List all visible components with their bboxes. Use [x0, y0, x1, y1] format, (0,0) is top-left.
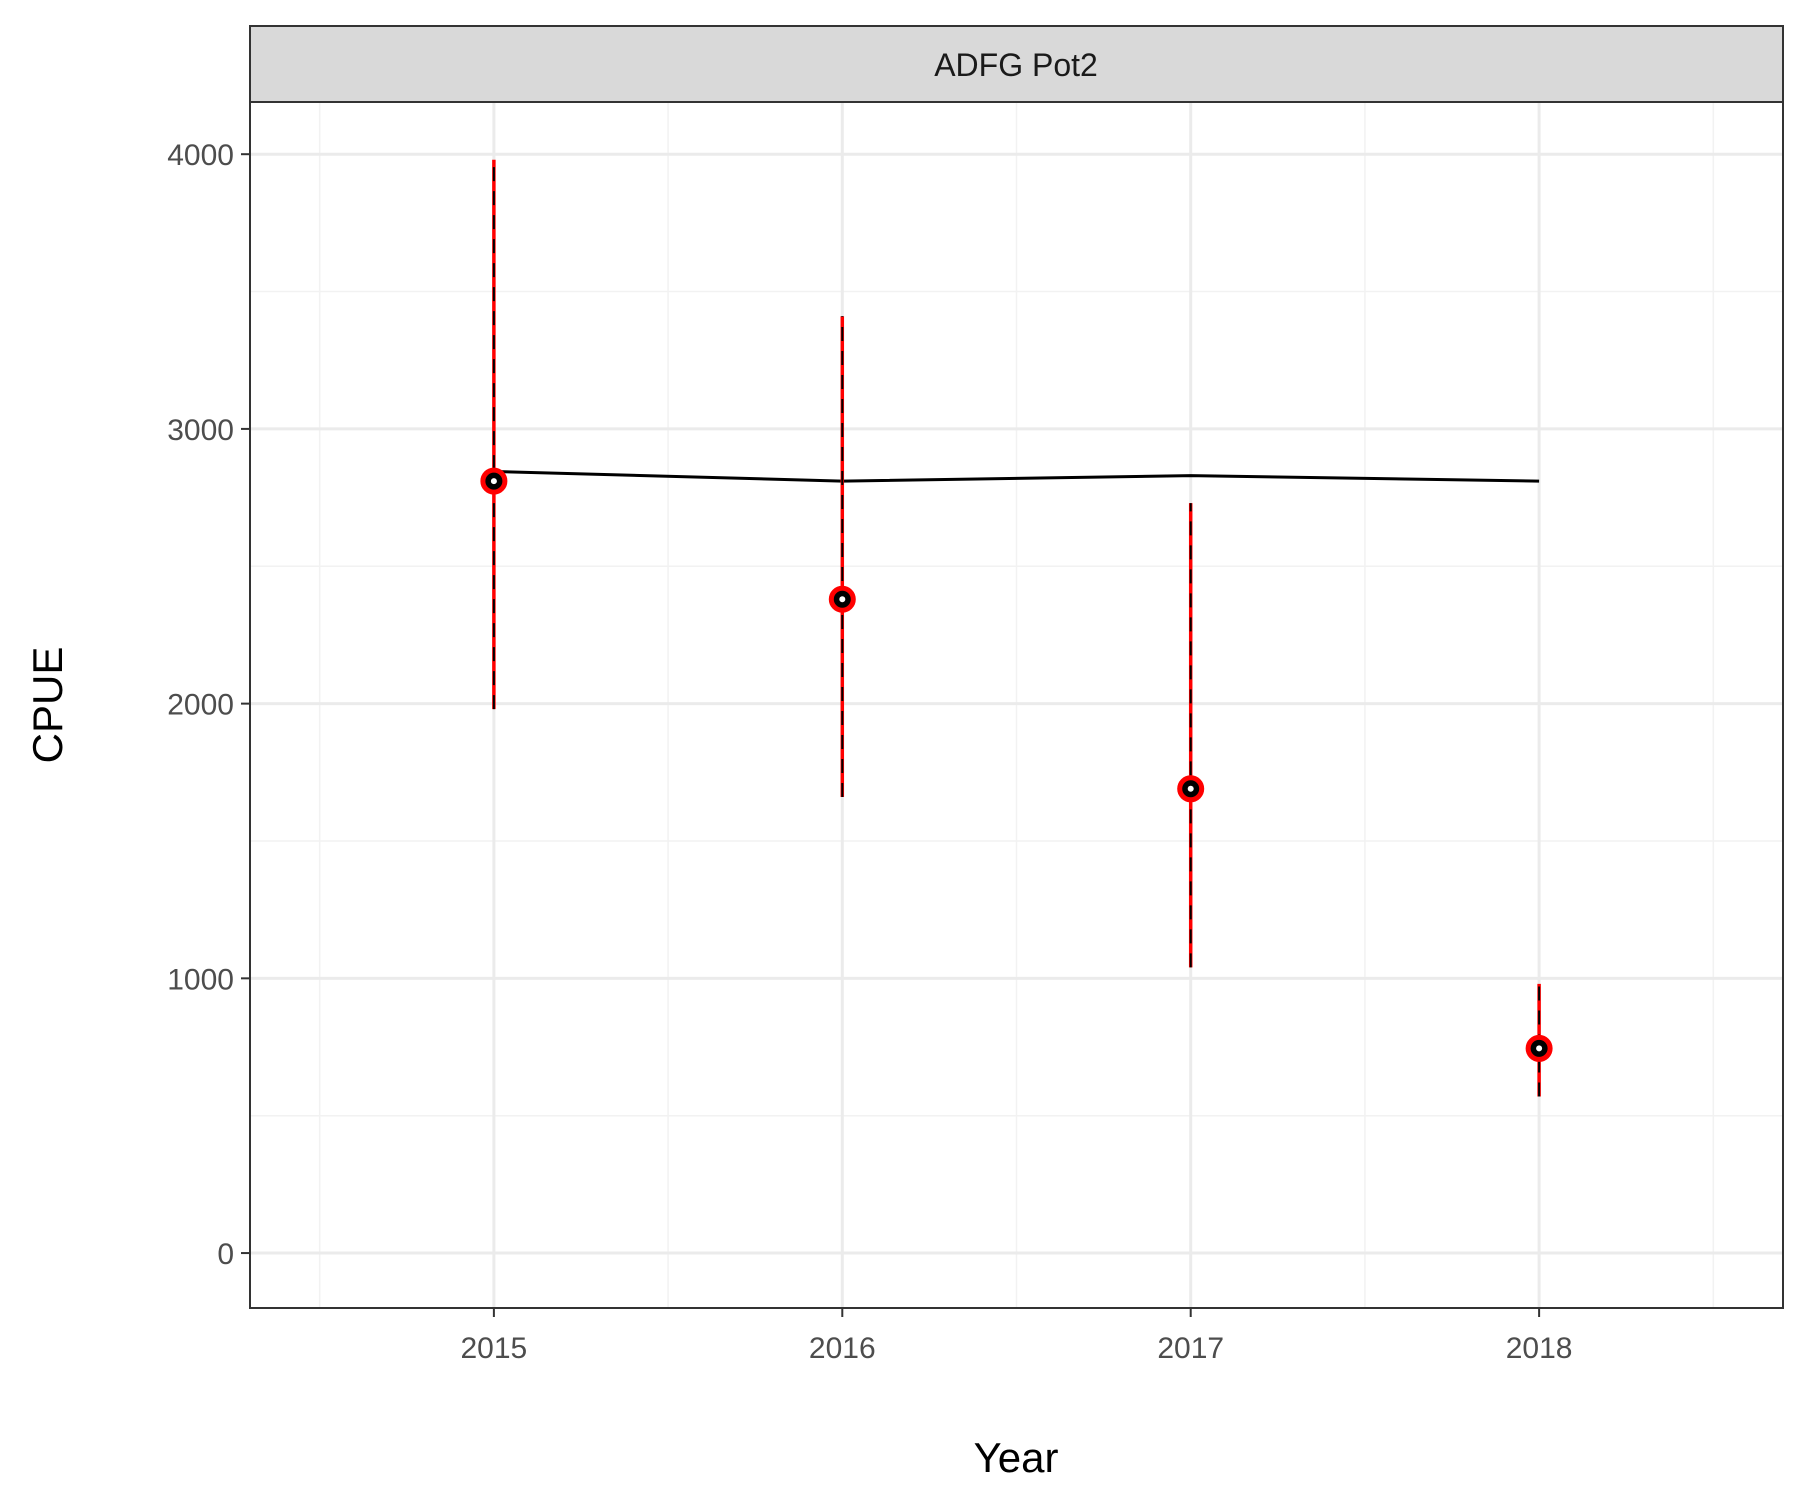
- x-axis: 2015 2016 2017 2018: [461, 1308, 1573, 1365]
- fitted-line: [493, 470, 1540, 483]
- fitted-line-series: [493, 470, 1540, 483]
- x-tick-label: 2015: [461, 1332, 528, 1365]
- panel-border: [249, 101, 1784, 1309]
- y-tick-label: 0: [217, 1238, 234, 1271]
- x-tick-label: 2017: [1157, 1332, 1224, 1365]
- y-tick-label: 2000: [167, 689, 234, 722]
- data-point-center: [1187, 785, 1194, 792]
- data-point: [1525, 1034, 1553, 1062]
- facet-strip: [249, 25, 1784, 103]
- x-tick-label: 2016: [809, 1332, 876, 1365]
- y-tick-label: 4000: [167, 139, 234, 172]
- data-point-center: [839, 596, 846, 603]
- x-tick-label: 2018: [1506, 1332, 1573, 1365]
- minor-gridlines: [250, 102, 1783, 1308]
- y-tick-label: 3000: [167, 414, 234, 447]
- y-axis-title: CPUE: [24, 647, 71, 764]
- error-bars: [492, 159, 1541, 1097]
- data-point: [1177, 775, 1205, 803]
- data-point-center: [1536, 1045, 1543, 1052]
- y-axis: 0 1000 2000 3000 4000: [167, 139, 250, 1271]
- facet-strip-label: ADFG Pot2: [934, 47, 1098, 83]
- x-axis-title: Year: [974, 1434, 1059, 1481]
- y-tick-label: 1000: [167, 963, 234, 996]
- data-point: [828, 585, 856, 613]
- data-points: [480, 467, 1553, 1062]
- data-point-center: [490, 478, 497, 485]
- data-point: [480, 467, 508, 495]
